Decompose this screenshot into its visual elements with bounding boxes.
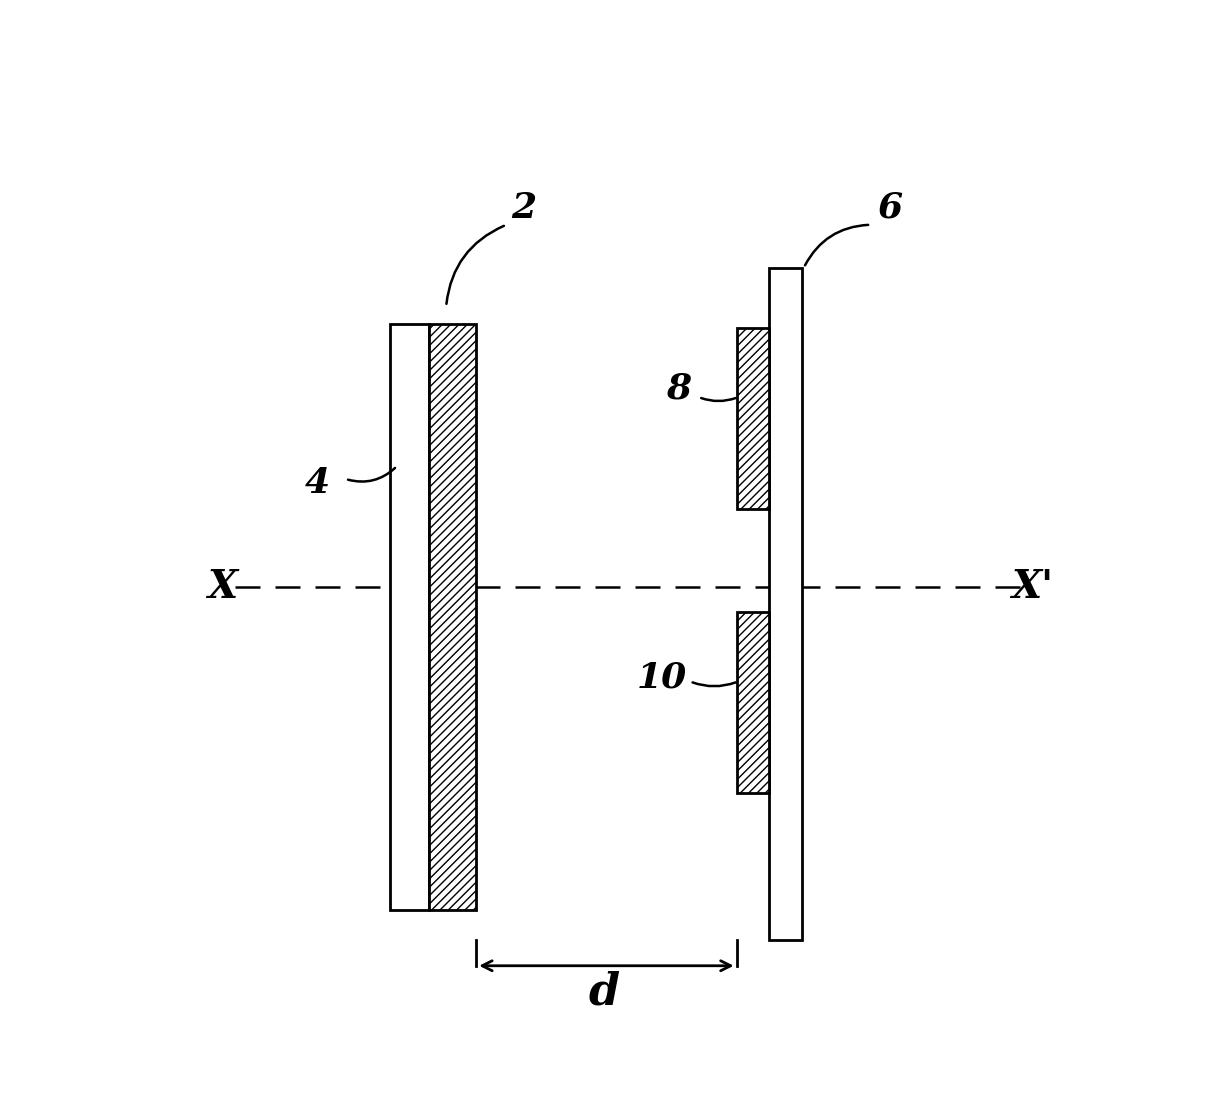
- Bar: [737, 328, 769, 509]
- Text: 2: 2: [511, 190, 536, 225]
- Text: X: X: [207, 567, 238, 605]
- Text: X': X': [1011, 567, 1053, 605]
- Text: 8: 8: [667, 372, 691, 405]
- Text: 4: 4: [304, 467, 329, 500]
- Bar: [391, 323, 429, 910]
- Bar: [429, 323, 477, 910]
- Bar: [737, 612, 769, 793]
- Bar: [769, 267, 802, 940]
- Text: 10: 10: [637, 660, 686, 694]
- Text: d: d: [588, 970, 620, 1013]
- Text: 6: 6: [877, 190, 903, 225]
